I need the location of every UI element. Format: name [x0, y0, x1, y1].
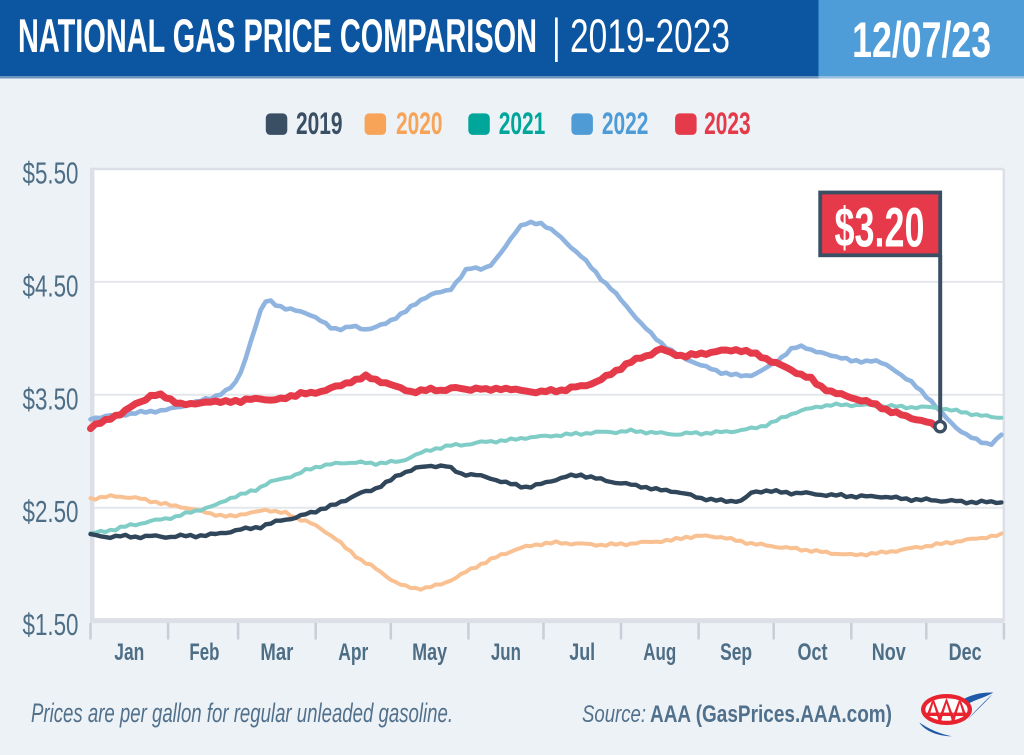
- svg-text:Prices are per gallon for regu: Prices are per gallon for regular unlead…: [31, 698, 453, 728]
- svg-text:Jul: Jul: [569, 639, 595, 666]
- svg-text:Sep: Sep: [720, 639, 752, 666]
- svg-text:12/07/23: 12/07/23: [852, 12, 991, 68]
- svg-text:2022: 2022: [602, 105, 649, 141]
- svg-text:AAA (GasPrices.AAA.com): AAA (GasPrices.AAA.com): [650, 701, 892, 728]
- svg-text:Source:: Source:: [582, 701, 646, 728]
- svg-text:May: May: [412, 639, 447, 666]
- svg-text:Aug: Aug: [643, 639, 676, 666]
- svg-text:Apr: Apr: [338, 639, 368, 666]
- svg-text:Mar: Mar: [260, 639, 293, 666]
- svg-text:2020: 2020: [396, 105, 443, 141]
- svg-text:$5.50: $5.50: [23, 156, 79, 191]
- svg-text:Jan: Jan: [114, 639, 144, 666]
- svg-text:NATIONAL GAS PRICE COMPARISON: NATIONAL GAS PRICE COMPARISON: [18, 9, 537, 62]
- svg-text:$3.20: $3.20: [835, 196, 925, 259]
- svg-text:$1.50: $1.50: [23, 607, 79, 642]
- svg-text:2021: 2021: [499, 105, 546, 141]
- svg-text:$2.50: $2.50: [23, 494, 79, 529]
- svg-text:| 2019-2023: | 2019-2023: [552, 9, 730, 62]
- svg-text:Jun: Jun: [491, 639, 521, 666]
- svg-text:Nov: Nov: [872, 639, 906, 666]
- svg-text:Oct: Oct: [798, 639, 828, 666]
- svg-text:Dec: Dec: [949, 639, 982, 666]
- svg-text:$3.50: $3.50: [23, 381, 79, 416]
- svg-text:$4.50: $4.50: [23, 268, 79, 303]
- svg-text:2023: 2023: [704, 105, 751, 141]
- svg-text:2019: 2019: [296, 105, 343, 141]
- svg-text:Feb: Feb: [189, 639, 219, 666]
